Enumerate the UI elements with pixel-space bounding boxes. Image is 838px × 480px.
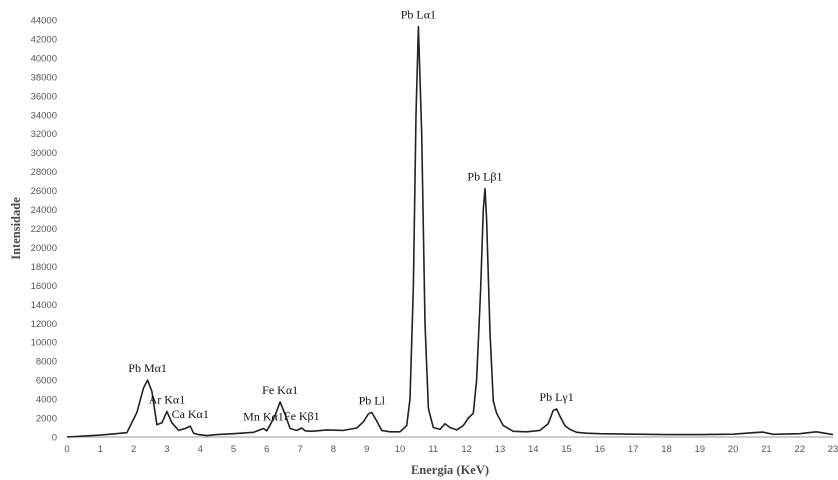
y-tick-label: 0 [52,433,57,444]
x-tick-label: 19 [694,444,705,455]
y-tick-label: 22000 [31,224,57,235]
x-tick-label: 7 [297,444,302,455]
y-tick-label: 34000 [31,110,57,121]
x-tick-label: 14 [528,444,539,455]
y-tick-label: 26000 [31,186,57,197]
y-tick-label: 14000 [31,300,57,311]
y-tick-label: 12000 [31,319,57,330]
x-tick-label: 2 [131,444,136,455]
y-tick-label: 10000 [31,338,57,349]
x-tick-label: 22 [794,444,805,455]
x-tick-label: 12 [461,444,472,455]
peak-label: Pb Mα1 [128,361,167,375]
x-tick-label: 23 [828,444,838,455]
y-tick-label: 20000 [31,243,57,254]
x-tick-label: 1 [98,444,103,455]
peak-label: Pb Lγ1 [539,390,573,404]
y-tick-label: 32000 [31,129,57,140]
peak-label: Fe Kα1 [262,383,298,397]
x-tick-label: 11 [428,444,438,455]
y-axis-title: Intensidade [9,197,23,260]
y-tick-label: 8000 [36,357,57,368]
x-tick-label: 8 [331,444,336,455]
peak-label: Pb Lβ1 [467,170,502,184]
peak-label: Mn Kα1 [243,409,284,423]
x-tick-label: 17 [628,444,639,455]
peak-label: Ca Kα1 [172,407,209,421]
y-tick-label: 24000 [31,205,57,216]
x-tick-label: 0 [64,444,69,455]
y-tick-label: 2000 [36,414,57,425]
x-tick-label: 5 [231,444,236,455]
x-tick-label: 3 [164,444,169,455]
y-tick-label: 42000 [31,34,57,45]
peak-label: Fe Kβ1 [284,409,320,423]
y-tick-label: 18000 [31,262,57,273]
y-tick-label: 16000 [31,281,57,292]
y-tick-label: 44000 [31,16,57,27]
y-tick-label: 40000 [31,53,57,64]
y-tick-label: 38000 [31,72,57,83]
x-tick-label: 15 [561,444,572,455]
peak-label: Ar Kα1 [149,392,186,406]
x-axis-title: Energia (KeV) [411,463,489,477]
y-tick-label: 4000 [36,395,57,406]
peak-label: Pb Ll [359,393,386,407]
y-tick-label: 6000 [36,376,57,387]
x-tick-label: 9 [364,444,369,455]
y-tick-label: 28000 [31,167,57,178]
x-tick-label: 20 [728,444,739,455]
y-tick-label: 30000 [31,148,57,159]
x-tick-label: 13 [495,444,506,455]
x-tick-label: 4 [198,444,203,455]
x-axis-ticks: 0 1 2 3 4 5 6 7 8 9 10 11 12 13 14 15 16 17 18 19 20 21 22 23 [64,444,838,455]
x-tick-label: 21 [761,444,772,455]
y-tick-label: 36000 [31,91,57,102]
peak-label: Pb Lα1 [401,8,436,22]
x-tick-label: 10 [395,444,406,455]
x-tick-label: 6 [264,444,269,455]
x-tick-label: 18 [661,444,672,455]
y-axis-ticks: 0 2000 4000 6000 8000 10000 12000 14000 16000 180… [31,16,57,444]
spectrum-line [66,25,834,438]
x-tick-label: 16 [595,444,606,455]
